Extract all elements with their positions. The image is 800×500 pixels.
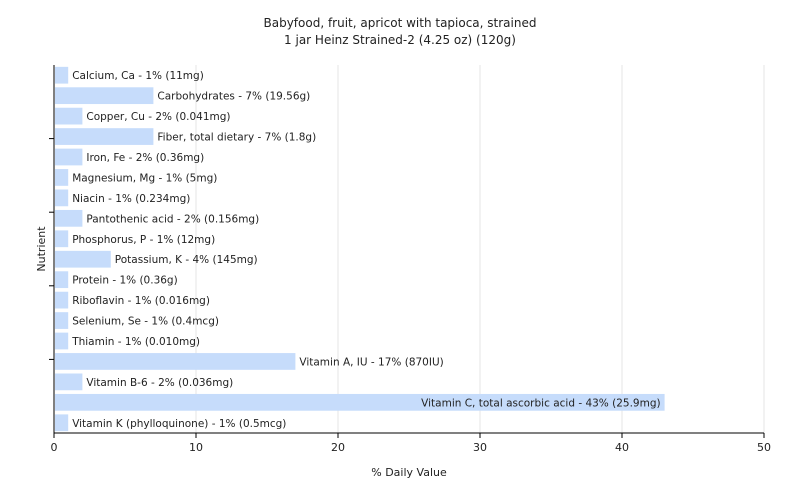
bar-label: Protein - 1% (0.36g) [72, 275, 178, 287]
bar [55, 250, 111, 268]
x-axis-label: % Daily Value [371, 466, 447, 479]
bar [55, 169, 69, 186]
y-axis-label: Nutrient [35, 226, 48, 272]
bar [55, 393, 665, 411]
x-tick-label: 40 [615, 441, 629, 454]
bar-label: Vitamin C, total ascorbic acid - 43% (25… [421, 397, 660, 409]
bars-group [55, 66, 665, 432]
bar [55, 312, 69, 329]
bar [55, 209, 83, 227]
bar-label: Niacin - 1% (0.234mg) [72, 193, 190, 205]
bar [55, 128, 154, 145]
bar [55, 107, 83, 125]
bar-label: Carbohydrates - 7% (19.56g) [157, 91, 310, 103]
bar-label: Potassium, K - 4% (145mg) [115, 254, 258, 266]
bar-label: Pantothenic acid - 2% (0.156mg) [86, 213, 259, 225]
x-tick-label: 20 [331, 441, 345, 454]
x-tick-label: 10 [189, 441, 203, 454]
x-tick-label: 0 [51, 441, 58, 454]
bar-label: Calcium, Ca - 1% (11mg) [72, 70, 204, 82]
bar [55, 332, 69, 350]
bar-label: Iron, Fe - 2% (0.36mg) [86, 152, 204, 164]
bar [55, 414, 69, 432]
bar-label: Vitamin B-6 - 2% (0.036mg) [86, 377, 233, 389]
chart-subtitle: 1 jar Heinz Strained-2 (4.25 oz) (120g) [284, 33, 516, 47]
x-tick-label: 30 [473, 441, 487, 454]
y-axis-ticks [49, 138, 54, 360]
bar [55, 87, 154, 105]
bar [55, 230, 69, 248]
bar-label: Magnesium, Mg - 1% (5mg) [72, 172, 217, 184]
bar-labels-group: Calcium, Ca - 1% (11mg) Carbohydrates - 7… [71, 70, 660, 430]
bar [55, 373, 83, 391]
bar-label: Selenium, Se - 1% (0.4mcg) [72, 316, 219, 328]
bar [55, 148, 83, 166]
bar-label: Vitamin K (phylloquinone) - 1% (0.5mcg) [72, 418, 286, 430]
gridlines [195, 65, 765, 433]
bar [55, 353, 296, 370]
bar-label: Phosphorus, P - 1% (12mg) [72, 234, 215, 246]
bar-label: Thiamin - 1% (0.010mg) [71, 336, 200, 348]
bar-label: Copper, Cu - 2% (0.041mg) [86, 111, 230, 123]
bar-label: Riboflavin - 1% (0.016mg) [72, 295, 210, 307]
bar-label: Fiber, total dietary - 7% (1.8g) [157, 132, 316, 144]
bar [55, 271, 69, 289]
x-tick-label: 50 [757, 441, 771, 454]
bar [55, 189, 69, 207]
bar-label: Vitamin A, IU - 17% (870IU) [299, 356, 443, 368]
bar [55, 291, 69, 309]
chart-title: Babyfood, fruit, apricot with tapioca, s… [264, 16, 537, 30]
bar [55, 66, 69, 84]
x-axis-ticks: 0 10 20 30 40 50 [51, 433, 771, 454]
